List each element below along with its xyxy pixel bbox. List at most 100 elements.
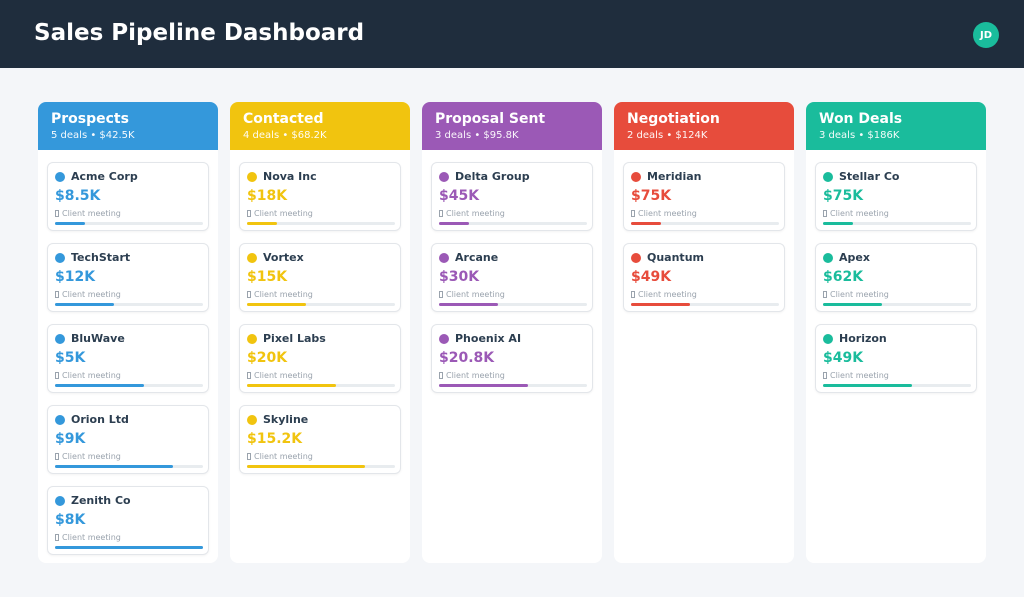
column-title: Negotiation: [627, 111, 720, 127]
deal-progress-bar: [823, 384, 971, 387]
deal-value: $45K: [439, 188, 480, 204]
deal-value: $20.8K: [439, 350, 495, 366]
column-header: Proposal Sent 3 deals • $95.8K: [422, 102, 602, 150]
status-dot-icon: [823, 171, 833, 182]
deal-value: $75K: [823, 188, 864, 204]
deal-name: Nova Inc: [263, 170, 317, 183]
deal-card[interactable]: Phoenix AI $20.8K Client meeting: [431, 324, 593, 393]
deal-note: Client meeting: [254, 290, 313, 299]
deal-note: Client meeting: [638, 290, 697, 299]
status-dot-icon: [55, 252, 65, 263]
deal-card[interactable]: Quantum $49K Client meeting: [623, 243, 785, 312]
meeting-icon: [823, 210, 827, 217]
deal-name: Phoenix AI: [455, 332, 522, 345]
deal-card[interactable]: Arcane $30K Client meeting: [431, 243, 593, 312]
meeting-icon: [247, 372, 251, 379]
deal-list: Stellar Co $75K Client meeting Apex $62K…: [806, 150, 986, 393]
deal-progress-bar: [55, 384, 203, 387]
deal-progress-fill: [439, 222, 469, 225]
user-avatar[interactable]: JD: [973, 22, 999, 48]
meeting-icon: [823, 372, 827, 379]
deal-name: Zenith Co: [71, 494, 131, 507]
deal-progress-bar: [55, 303, 203, 306]
meeting-icon: [55, 534, 59, 541]
status-dot-icon: [631, 171, 641, 182]
status-dot-icon: [631, 252, 641, 263]
status-dot-icon: [247, 252, 257, 263]
status-dot-icon: [247, 171, 257, 182]
deal-progress-fill: [439, 384, 528, 387]
deal-card[interactable]: Orion Ltd $9K Client meeting: [47, 405, 209, 474]
deal-card[interactable]: Skyline $15.2K Client meeting: [239, 405, 401, 474]
deal-name: Quantum: [647, 251, 704, 264]
deal-card[interactable]: Nova Inc $18K Client meeting: [239, 162, 401, 231]
deal-value: $12K: [55, 269, 96, 285]
status-dot-icon: [439, 171, 449, 182]
page-title: Sales Pipeline Dashboard: [34, 20, 365, 46]
deal-card[interactable]: Delta Group $45K Client meeting: [431, 162, 593, 231]
status-dot-icon: [823, 333, 833, 344]
deal-name: Apex: [839, 251, 870, 264]
deal-name: Vortex: [263, 251, 304, 264]
meeting-icon: [55, 210, 59, 217]
deal-progress-bar: [823, 303, 971, 306]
deal-value: $49K: [823, 350, 864, 366]
column-summary: 3 deals • $95.8K: [435, 130, 519, 141]
deal-progress-bar: [439, 303, 587, 306]
deal-value: $75K: [631, 188, 672, 204]
column-contacted: Contacted 4 deals • $68.2K Nova Inc $18K…: [230, 102, 410, 563]
meeting-icon: [247, 453, 251, 460]
deal-card[interactable]: BluWave $5K Client meeting: [47, 324, 209, 393]
deal-value: $8.5K: [55, 188, 101, 204]
deal-progress-bar: [631, 303, 779, 306]
deal-note: Client meeting: [62, 533, 121, 542]
deal-name: Stellar Co: [839, 170, 900, 183]
deal-card[interactable]: Stellar Co $75K Client meeting: [815, 162, 977, 231]
deal-name: BluWave: [71, 332, 125, 345]
deal-progress-fill: [55, 222, 85, 225]
deal-note: Client meeting: [830, 371, 889, 380]
status-dot-icon: [55, 171, 65, 182]
deal-name: Skyline: [263, 413, 309, 426]
deal-note: Client meeting: [62, 452, 121, 461]
deal-value: $62K: [823, 269, 864, 285]
column-summary: 2 deals • $124K: [627, 130, 708, 141]
deal-progress-bar: [55, 222, 203, 225]
deal-value: $9K: [55, 431, 86, 447]
deal-value: $8K: [55, 512, 86, 528]
deal-progress-fill: [247, 384, 336, 387]
deal-card[interactable]: Apex $62K Client meeting: [815, 243, 977, 312]
deal-value: $5K: [55, 350, 86, 366]
deal-note: Client meeting: [62, 209, 121, 218]
deal-progress-fill: [55, 546, 203, 549]
deal-progress-bar: [823, 222, 971, 225]
deal-progress-bar: [439, 222, 587, 225]
meeting-icon: [631, 210, 635, 217]
deal-progress-bar: [439, 384, 587, 387]
deal-note: Client meeting: [254, 371, 313, 380]
deal-card[interactable]: Zenith Co $8K Client meeting: [47, 486, 209, 555]
deal-name: Horizon: [839, 332, 887, 345]
column-header: Contacted 4 deals • $68.2K: [230, 102, 410, 150]
column-won-deals: Won Deals 3 deals • $186K Stellar Co $75…: [806, 102, 986, 563]
deal-card[interactable]: Meridian $75K Client meeting: [623, 162, 785, 231]
deal-card[interactable]: Vortex $15K Client meeting: [239, 243, 401, 312]
deal-card[interactable]: TechStart $12K Client meeting: [47, 243, 209, 312]
column-title: Prospects: [51, 111, 129, 127]
status-dot-icon: [439, 333, 449, 344]
deal-card[interactable]: Acme Corp $8.5K Client meeting: [47, 162, 209, 231]
deal-card[interactable]: Horizon $49K Client meeting: [815, 324, 977, 393]
status-dot-icon: [439, 252, 449, 263]
deal-list: Meridian $75K Client meeting Quantum $49…: [614, 150, 794, 312]
column-header: Won Deals 3 deals • $186K: [806, 102, 986, 150]
deal-progress-fill: [55, 465, 174, 468]
deal-progress-bar: [55, 546, 203, 549]
deal-card[interactable]: Pixel Labs $20K Client meeting: [239, 324, 401, 393]
deal-name: Orion Ltd: [71, 413, 129, 426]
deal-progress-bar: [247, 465, 395, 468]
deal-progress-fill: [823, 384, 912, 387]
deal-note: Client meeting: [446, 371, 505, 380]
status-dot-icon: [55, 333, 65, 344]
meeting-icon: [823, 291, 827, 298]
deal-value: $15K: [247, 269, 288, 285]
